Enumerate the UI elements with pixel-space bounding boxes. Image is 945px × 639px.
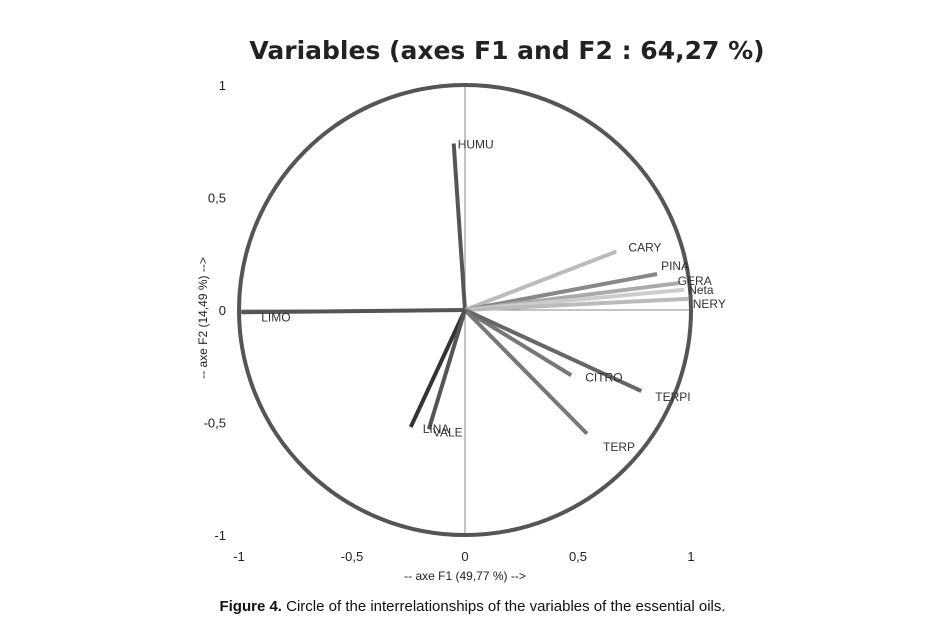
unit-circle	[237, 83, 693, 537]
vector-terpi	[464, 308, 643, 393]
variable-label-gera: GERA	[678, 274, 712, 288]
x-tick-label: -1	[233, 549, 245, 564]
vector-terp	[463, 308, 589, 436]
y-tick-label: -0,5	[204, 416, 226, 431]
vector-citro	[463, 308, 573, 377]
y-tick-label: 0,5	[208, 191, 226, 206]
vector-humu	[451, 143, 467, 311]
vector-cary	[464, 249, 618, 312]
figure-caption-label: Figure 4.	[219, 598, 282, 615]
variable-label-lina: LINA	[423, 422, 450, 436]
x-tick-label: 0,5	[569, 549, 587, 564]
y-tick-label: 1	[219, 78, 226, 93]
vector-vale	[426, 309, 467, 430]
y-tick-label: 0	[219, 303, 226, 318]
variable-label-nery: NERY	[693, 297, 726, 311]
variable-label-citro: CITRO	[585, 370, 622, 384]
variable-label-humu: HUMU	[458, 138, 494, 152]
variable-label-terp: TERP	[603, 440, 635, 454]
x-axis-label: -- axe F1 (49,77 %) -->	[404, 569, 526, 583]
y-tick-label: -1	[214, 528, 226, 543]
vector-lina	[408, 309, 467, 428]
x-tick-label: 0	[461, 549, 468, 564]
variable-label-cary: CARY	[628, 241, 661, 255]
y-axis-label: -- axe F2 (14,49 %) -->	[196, 257, 210, 379]
figure-caption-text: Circle of the interrelationships of the …	[281, 598, 726, 615]
variable-label-limo: LIMO	[261, 310, 290, 324]
vector-limo	[241, 308, 466, 315]
x-tick-label: -0,5	[341, 549, 363, 564]
vector-nery	[464, 296, 689, 312]
chart-title: Variables (axes F1 and F2 : 64,27 %)	[249, 36, 764, 65]
variable-label-terpi: TERPI	[655, 390, 690, 404]
x-tick-label: 1	[687, 549, 694, 564]
variable-label-vale: VALE	[433, 425, 463, 439]
plot-area: -1 -0,5 0 0,5 1 1 0,5 0 -0,5 -1 HUMU CARYPINAGERANe…	[204, 78, 726, 564]
variable-label-pina: PINA	[661, 259, 689, 273]
variable-label-neta: Neta	[688, 283, 714, 297]
figure-caption: Figure 4. Circle of the interrelationshi…	[0, 598, 945, 615]
